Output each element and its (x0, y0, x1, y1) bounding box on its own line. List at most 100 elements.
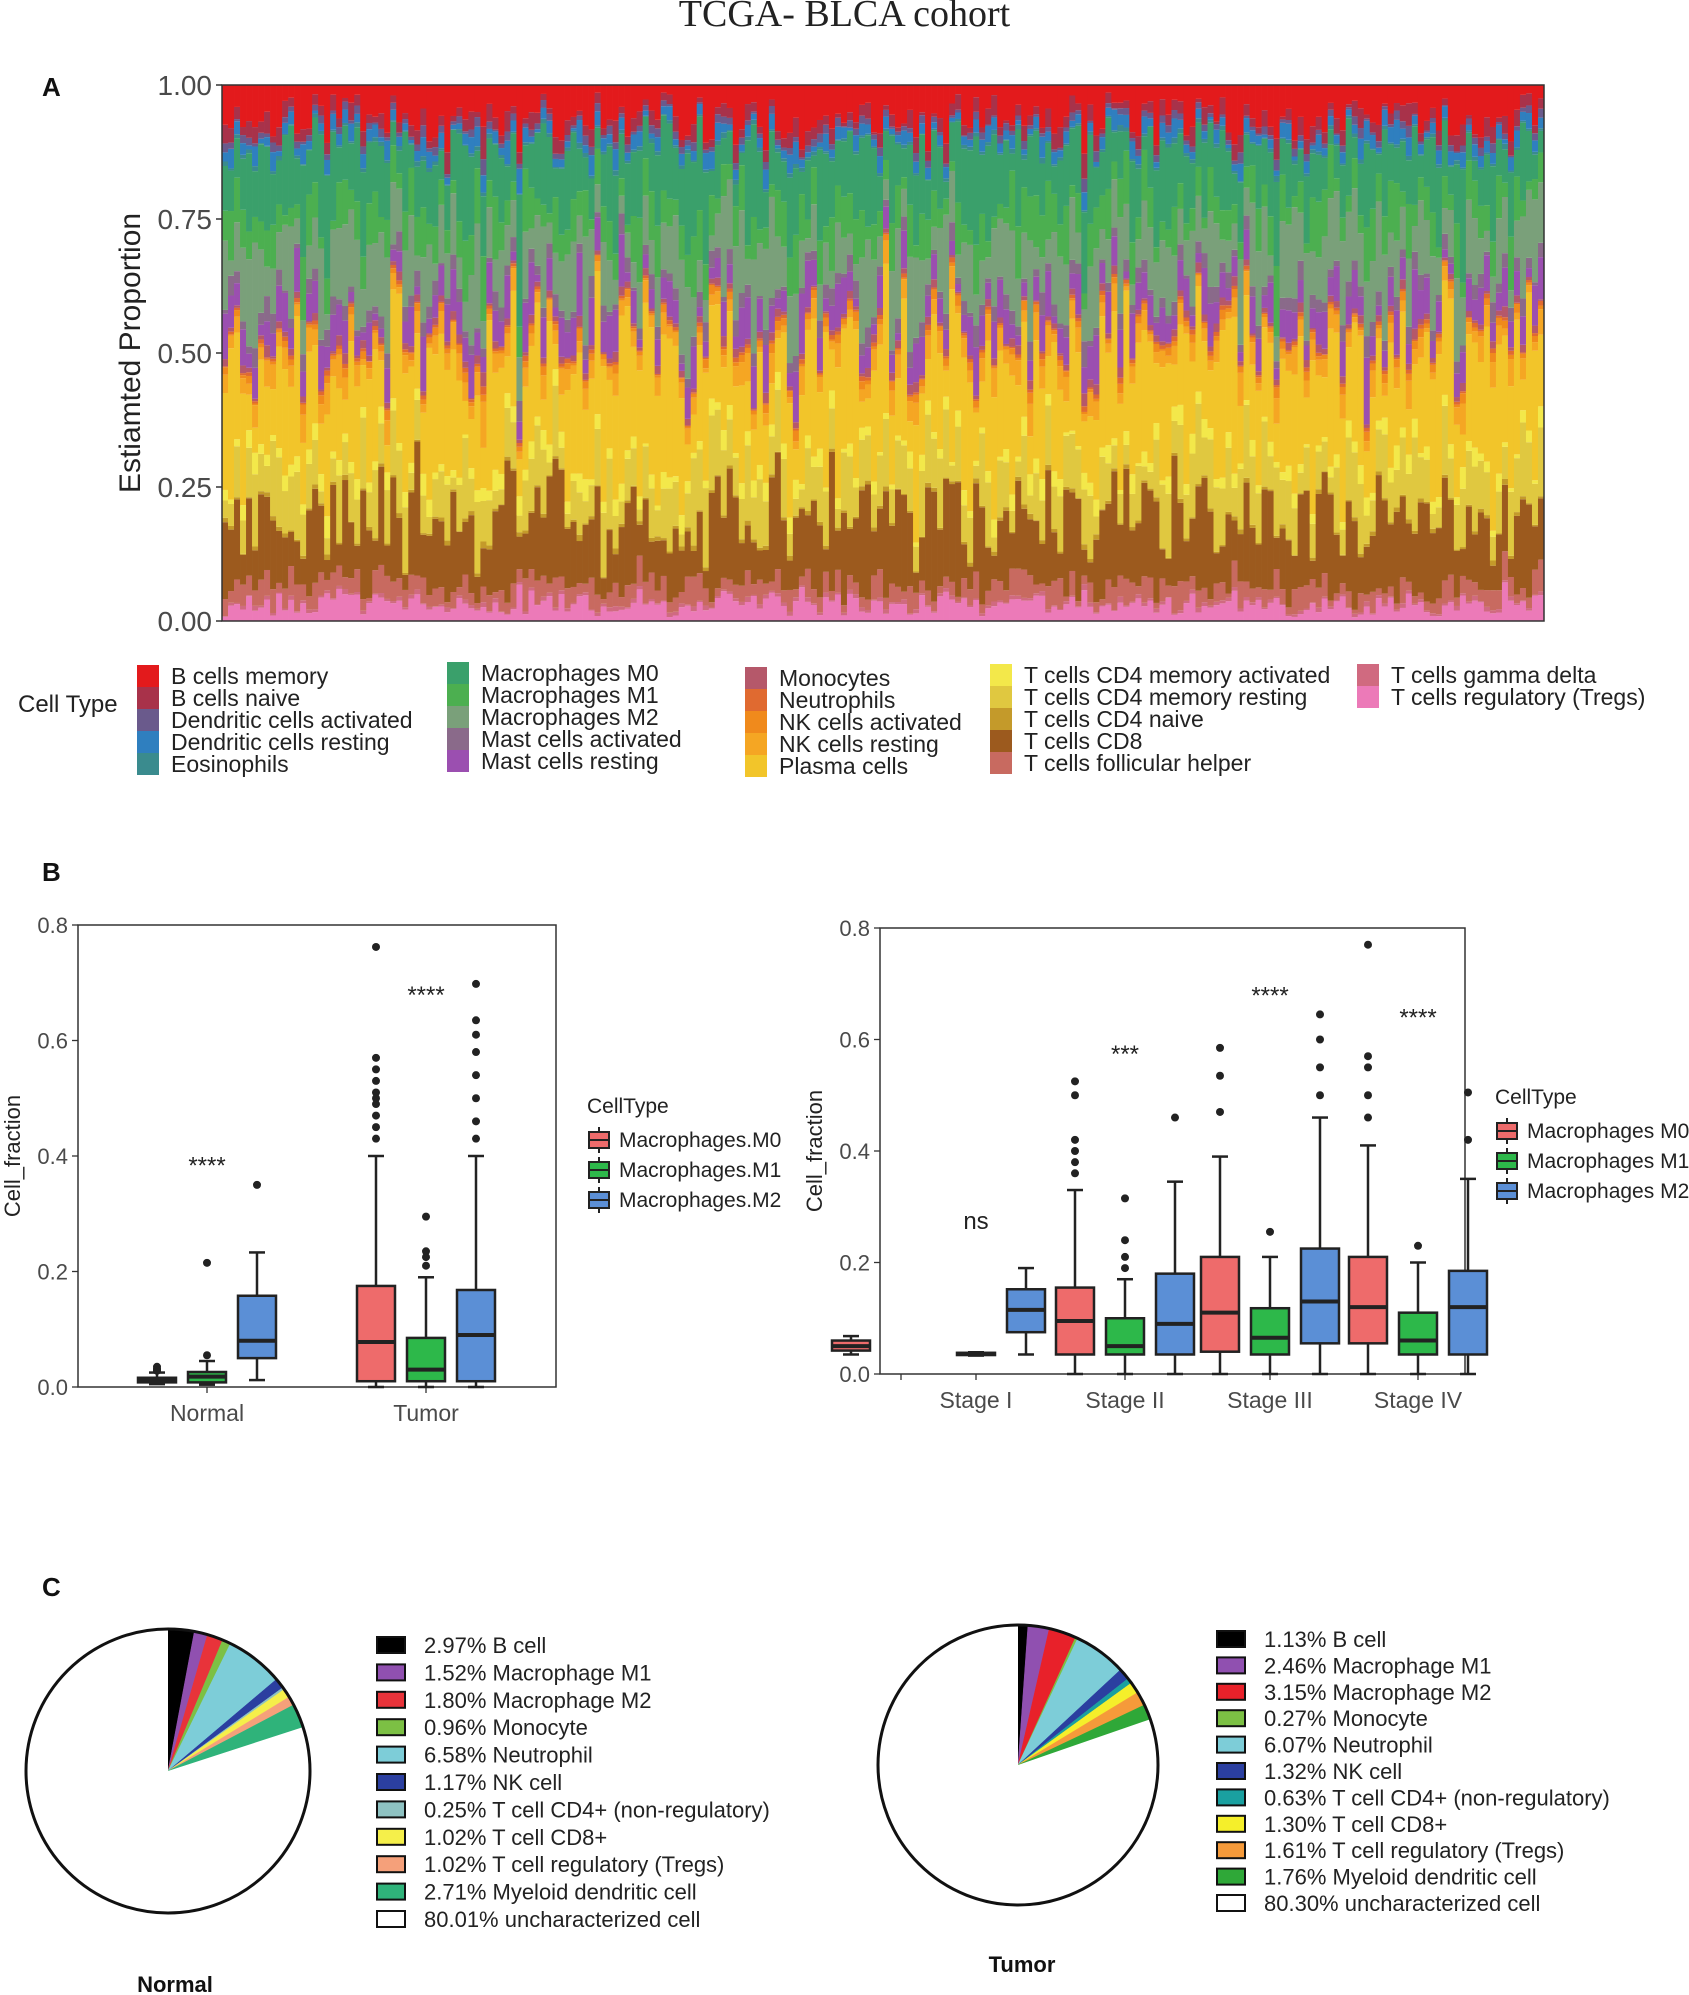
bar-segment (955, 410, 962, 427)
bar-segment (768, 477, 776, 582)
bar-segment (630, 448, 637, 486)
bar-segment (222, 152, 229, 162)
bar-segment (1135, 598, 1142, 621)
y-tick-label: 0.00 (158, 606, 213, 637)
bar-segment (931, 116, 938, 123)
bar-segment (1087, 123, 1094, 132)
bar-segment (1327, 609, 1335, 621)
bar-segment (534, 112, 541, 124)
bar-segment (816, 521, 824, 526)
bar-segment (1495, 283, 1503, 293)
bar-segment (258, 144, 265, 222)
bar-segment (943, 576, 950, 589)
bar-segment (1027, 360, 1034, 381)
bar-segment (961, 598, 968, 621)
bar-segment (889, 484, 896, 490)
bar-segment (1111, 130, 1118, 133)
bar-segment (943, 167, 950, 179)
bar-segment (678, 382, 686, 399)
y-tick-label: 0.50 (158, 338, 213, 369)
bar-segment (786, 154, 794, 174)
bar-segment (1387, 596, 1395, 598)
bar-segment (834, 117, 842, 127)
bar-segment (510, 290, 517, 407)
bar-segment (1363, 114, 1371, 119)
outlier-point (203, 1258, 211, 1267)
bar-segment (462, 144, 469, 146)
bar-segment (1327, 606, 1335, 610)
bar-segment (1513, 130, 1521, 148)
bar-segment (660, 85, 668, 93)
bar-segment (1315, 85, 1323, 117)
bar-segment (1279, 358, 1286, 473)
bar-segment (961, 314, 968, 332)
bar-segment (1195, 253, 1202, 263)
bar-segment (594, 148, 601, 185)
bar-segment (582, 145, 589, 153)
legend-swatch (990, 664, 1012, 686)
bar-segment (228, 499, 235, 504)
bar-segment (1399, 603, 1407, 608)
bar-segment (1147, 471, 1154, 489)
bar-segment (246, 259, 253, 347)
bar-segment (768, 340, 776, 344)
bar-segment (714, 277, 722, 286)
bar-segment (240, 127, 247, 136)
bar-segment (234, 310, 241, 317)
bar-segment (630, 131, 637, 135)
bar-segment (1165, 597, 1172, 598)
bar-segment (498, 85, 505, 136)
bar-segment (636, 355, 643, 371)
bar-segment (967, 562, 974, 567)
bar-segment (558, 366, 565, 369)
bar-segment (576, 315, 583, 327)
bar-segment (1243, 187, 1250, 216)
bar-segment (1189, 326, 1196, 330)
bar-segment (979, 315, 986, 346)
bar-segment (1201, 253, 1208, 268)
bar-segment (1207, 360, 1214, 371)
bar-segment (432, 606, 439, 621)
bar-segment (1231, 473, 1238, 488)
bar-segment (1471, 180, 1479, 219)
bar-segment (985, 608, 992, 621)
bar-segment (606, 363, 613, 367)
bar-segment (1117, 602, 1124, 621)
bar-segment (408, 144, 415, 168)
bar-segment (967, 85, 974, 128)
bar-segment (1099, 447, 1106, 457)
bar-segment (582, 595, 589, 621)
bar-segment (1183, 494, 1190, 539)
bar-segment (816, 119, 824, 134)
bar-segment (1051, 328, 1058, 331)
bar-segment (1393, 144, 1401, 148)
bar-segment (636, 370, 643, 497)
bar-segment (949, 170, 956, 223)
bar-segment (1531, 569, 1539, 595)
bar-segment (895, 586, 902, 603)
bar-segment (780, 458, 788, 518)
bar-segment (498, 590, 505, 612)
bar-segment (576, 215, 583, 244)
bar-segment (672, 332, 680, 346)
bar-segment (1423, 446, 1431, 460)
bar-segment (786, 386, 794, 391)
bar-segment (354, 336, 361, 356)
bar-segment (696, 97, 704, 103)
bar-segment (540, 357, 547, 364)
bar-segment (1297, 464, 1304, 473)
bar-segment (1435, 507, 1443, 528)
bar-segment (804, 313, 812, 320)
bar-segment (804, 601, 812, 621)
bar-segment (1231, 520, 1238, 561)
bar-segment (666, 123, 674, 199)
bar-segment (1015, 568, 1022, 596)
bar-segment (618, 298, 625, 301)
bar-segment (1141, 576, 1148, 603)
bar-segment (594, 111, 601, 126)
bar-segment (1195, 275, 1202, 286)
bar-segment (840, 318, 848, 325)
bar-segment (1045, 612, 1052, 621)
bar-segment (1405, 473, 1413, 520)
bar-segment (1495, 85, 1503, 118)
